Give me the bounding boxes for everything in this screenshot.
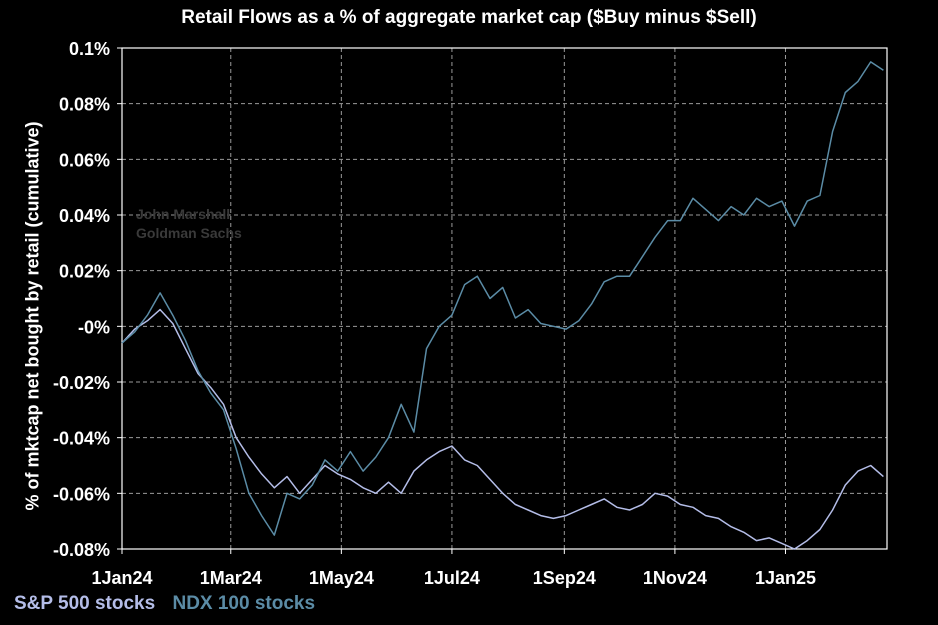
x-tick-label: 1Nov24 (643, 568, 707, 588)
legend-item-sp500: S&P 500 stocks (14, 593, 156, 614)
y-tick-label: 0.02% (59, 262, 110, 282)
watermark: John Marshall Goldman Sachs (136, 205, 242, 243)
x-tick-label: 1Jan25 (755, 568, 816, 588)
chart-title: Retail Flows as a % of aggregate market … (181, 7, 757, 28)
watermark-line-1: John Marshall (136, 206, 231, 222)
grid-lines (122, 48, 887, 549)
x-tick-label: 1Jul24 (424, 568, 480, 588)
series-lines (121, 61, 884, 550)
y-tick-label: -0.04% (53, 429, 110, 449)
watermark-line-2: Goldman Sachs (136, 225, 242, 241)
axes (117, 47, 888, 554)
y-tick-label: -0.02% (53, 373, 110, 393)
plot-frame (121, 47, 888, 550)
y-tick-label: -0.06% (53, 484, 110, 504)
series-line-ndx100 (121, 61, 884, 536)
y-tick-labels: 0.1% 0.08% 0.06% 0.04% 0.02% -0% -0.02% -0.04% -… (53, 39, 110, 560)
x-tick-labels: 1Jan24 1Mar24 1May24 1Jul24 1Sep24 1Nov24 1Jan… (91, 568, 816, 588)
x-tick-label: 1Mar24 (200, 568, 262, 588)
legend-item-ndx100: NDX 100 stocks (172, 593, 316, 614)
y-tick-label: 0.1% (69, 39, 110, 59)
y-tick-label: -0% (78, 317, 110, 337)
y-tick-label: 0.08% (59, 95, 110, 115)
y-tick-label: 0.04% (59, 206, 110, 226)
x-tick-label: 1May24 (309, 568, 374, 588)
y-tick-label: 0.06% (59, 150, 110, 170)
y-tick-label: -0.08% (53, 540, 110, 560)
legend: S&P 500 stocks NDX 100 stocks (14, 593, 327, 615)
series-line-sp500 (121, 308, 884, 550)
x-tick-label: 1Jan24 (91, 568, 152, 588)
x-tick-label: 1Sep24 (533, 568, 596, 588)
